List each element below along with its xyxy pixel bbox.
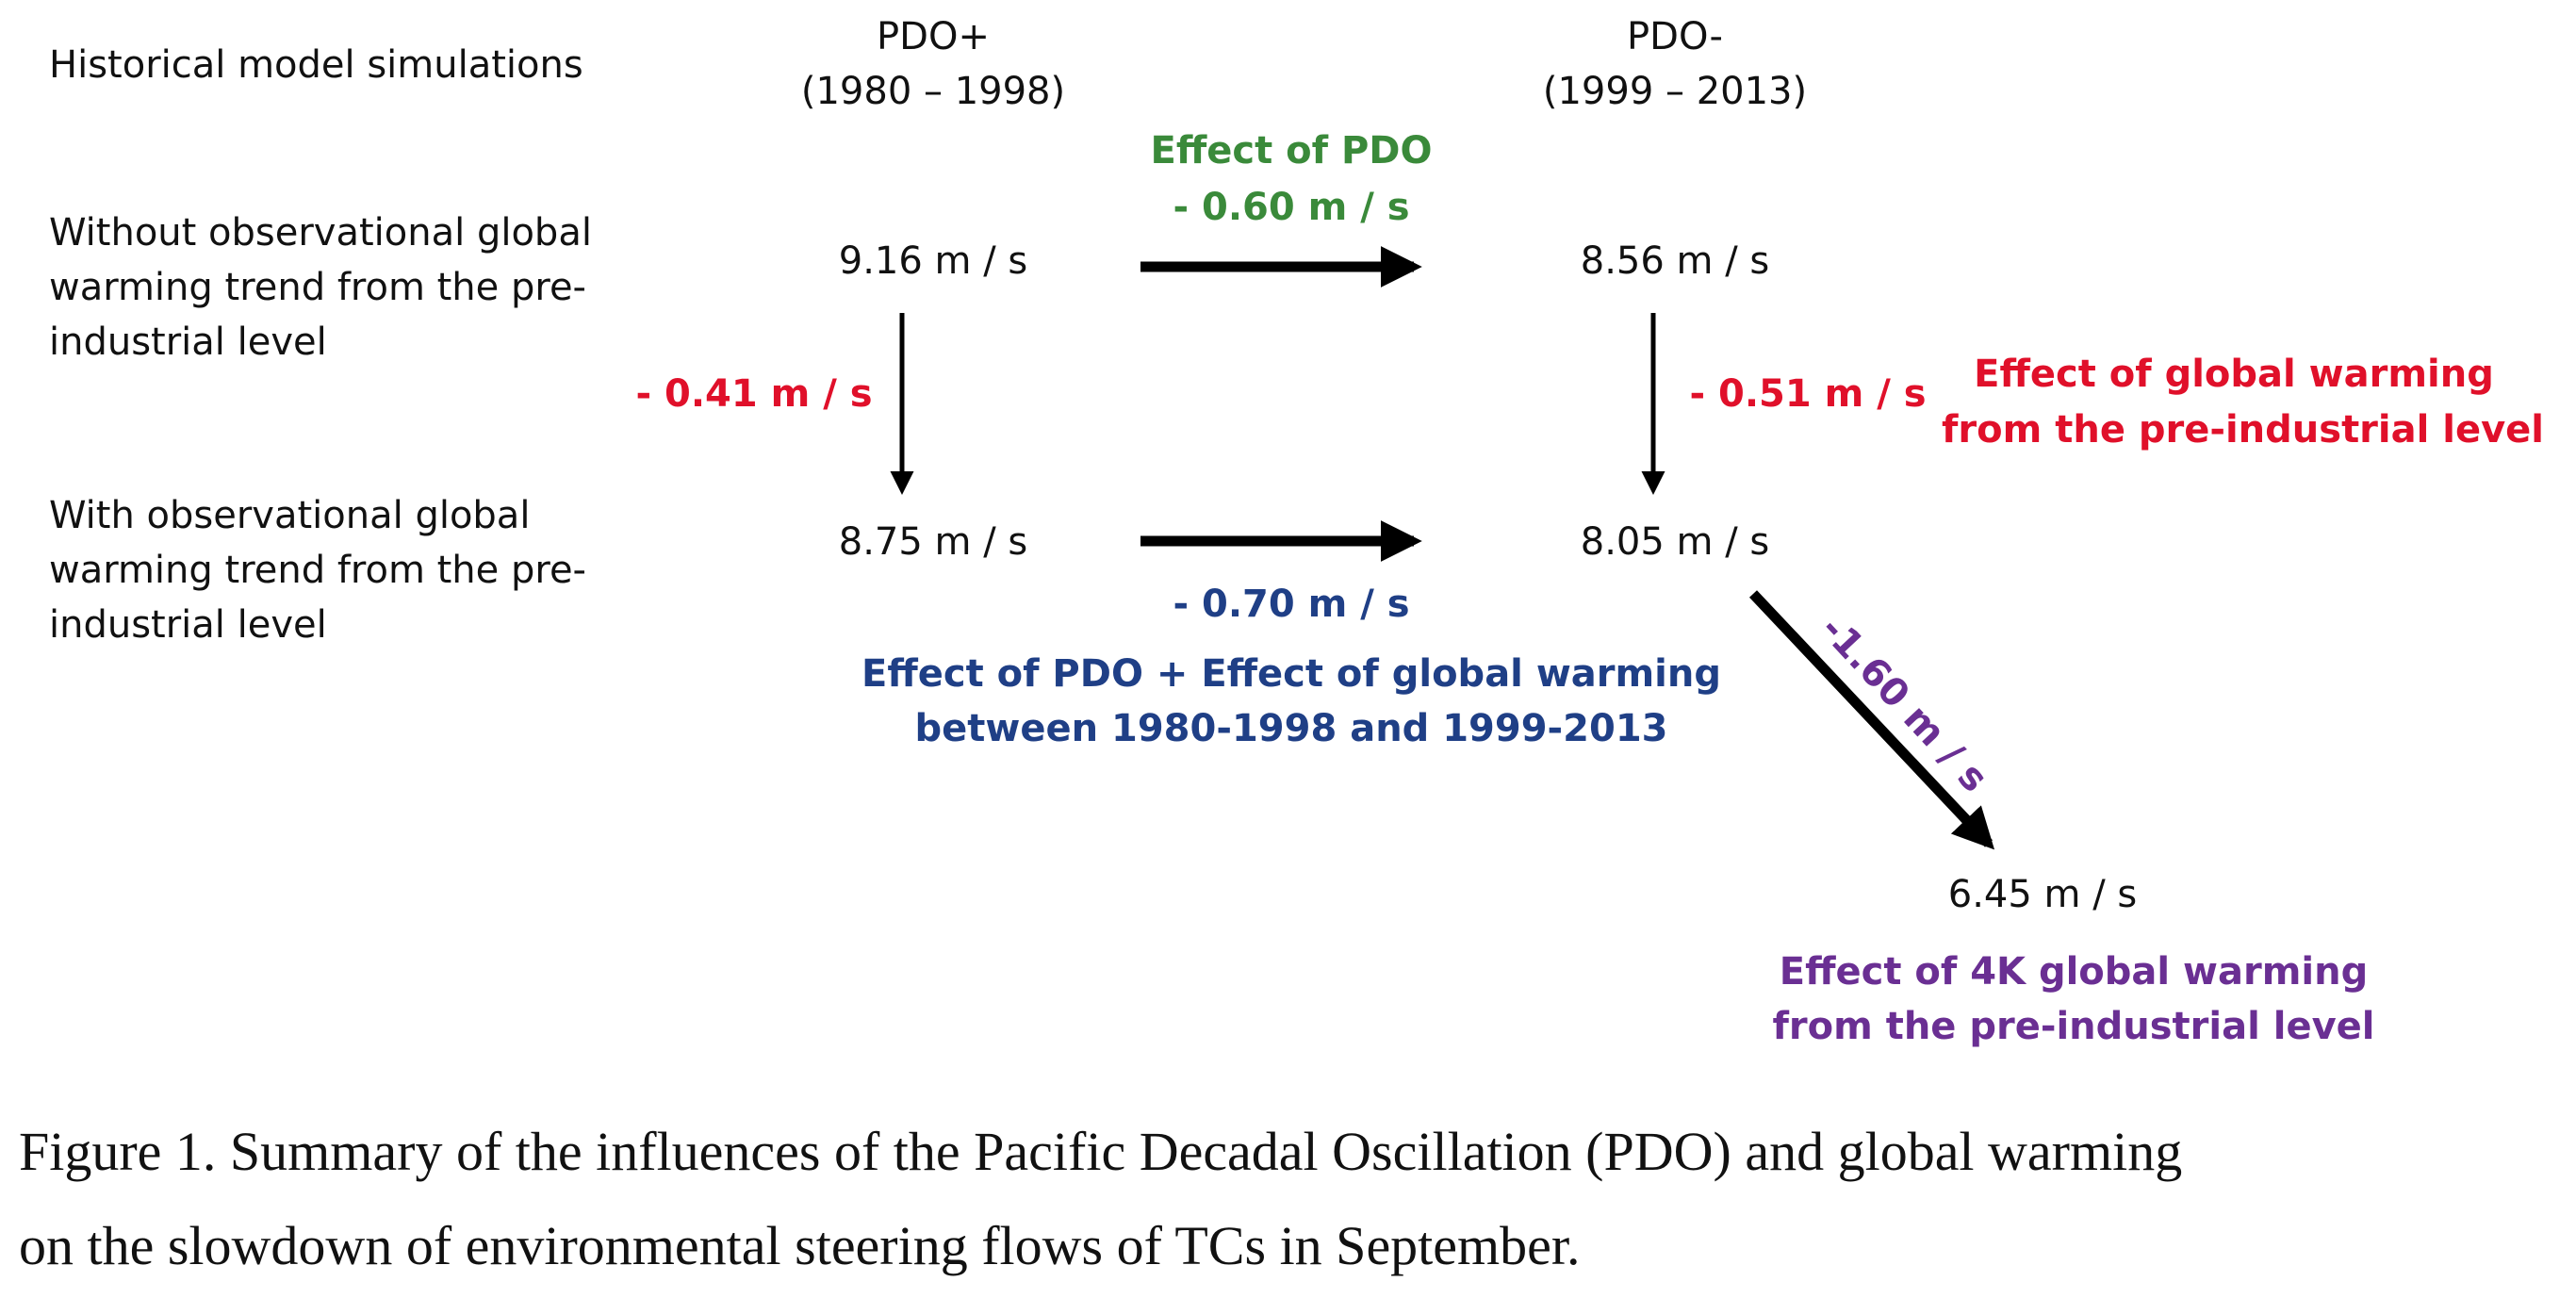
value-pdo-plus-with: 8.75 m / s: [838, 520, 1028, 564]
effect-gw-left-value: - 0.41 m / s: [635, 372, 873, 416]
row-without-line3: industrial level: [49, 320, 327, 364]
effect-gw-line1: Effect of global warming: [1974, 353, 2494, 396]
figure-caption-line1: Figure 1. Summary of the influences of t…: [19, 1121, 2183, 1182]
effect-combined-line1: Effect of PDO + Effect of global warming: [861, 652, 1721, 696]
figure-caption-line2: on the slowdown of environmental steerin…: [19, 1215, 1581, 1276]
effect-pdo-title: Effect of PDO: [1150, 129, 1433, 173]
row-with-line2: warming trend from the pre-: [49, 549, 586, 592]
value-pdo-plus-without: 9.16 m / s: [838, 239, 1028, 283]
effect-combined-value: - 0.70 m / s: [1173, 583, 1410, 626]
col2-title: PDO-: [1627, 15, 1723, 58]
effect-pdo-value: - 0.60 m / s: [1173, 186, 1410, 229]
col2-period: (1999 – 2013): [1542, 70, 1808, 113]
arrow-4k: [1748, 590, 1995, 850]
effect-gw-line2: from the pre-industrial level: [1942, 408, 2545, 452]
effect-gw-right-value: - 0.51 m / s: [1689, 372, 1927, 416]
col1-period: (1980 – 1998): [800, 70, 1066, 113]
col1-title: PDO+: [877, 15, 990, 58]
value-future-4k: 6.45 m / s: [1947, 873, 2138, 916]
value-pdo-minus-with: 8.05 m / s: [1580, 520, 1770, 564]
row-with-line1: With observational global: [49, 494, 531, 537]
header-row-label: Historical model simulations: [49, 43, 583, 87]
row-without-line2: warming trend from the pre-: [49, 266, 586, 309]
row-without-line1: Without observational global: [49, 211, 592, 255]
row-with-line3: industrial level: [49, 603, 327, 647]
effect-4k-line1: Effect of 4K global warming: [1779, 950, 2369, 994]
effect-4k-line2: from the pre-industrial level: [1772, 1005, 2375, 1048]
effect-combined-line2: between 1980-1998 and 1999-2013: [914, 707, 1668, 750]
value-pdo-minus-without: 8.56 m / s: [1580, 239, 1770, 283]
